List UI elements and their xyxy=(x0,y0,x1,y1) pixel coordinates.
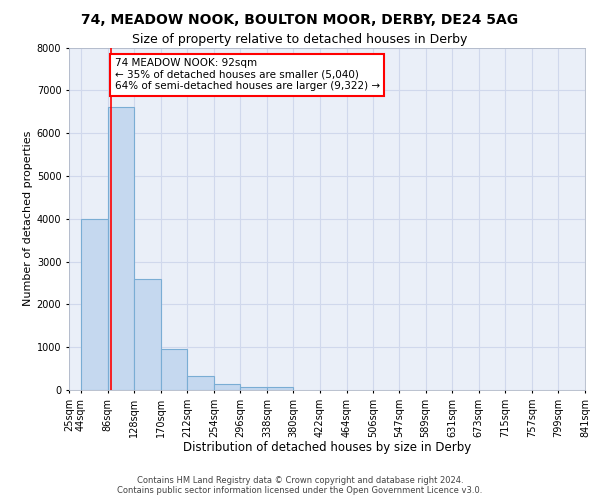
X-axis label: Distribution of detached houses by size in Derby: Distribution of detached houses by size … xyxy=(183,442,471,454)
Y-axis label: Number of detached properties: Number of detached properties xyxy=(23,131,32,306)
Bar xyxy=(267,388,293,390)
Bar xyxy=(161,350,187,390)
Bar xyxy=(107,108,134,390)
Bar xyxy=(214,384,241,390)
Bar xyxy=(241,386,267,390)
Text: 74 MEADOW NOOK: 92sqm
← 35% of detached houses are smaller (5,040)
64% of semi-d: 74 MEADOW NOOK: 92sqm ← 35% of detached … xyxy=(115,58,380,92)
Bar xyxy=(134,278,161,390)
Text: Size of property relative to detached houses in Derby: Size of property relative to detached ho… xyxy=(133,32,467,46)
Bar xyxy=(187,376,214,390)
Text: 74, MEADOW NOOK, BOULTON MOOR, DERBY, DE24 5AG: 74, MEADOW NOOK, BOULTON MOOR, DERBY, DE… xyxy=(82,12,518,26)
Text: Contains HM Land Registry data © Crown copyright and database right 2024.
Contai: Contains HM Land Registry data © Crown c… xyxy=(118,476,482,495)
Bar xyxy=(81,219,107,390)
